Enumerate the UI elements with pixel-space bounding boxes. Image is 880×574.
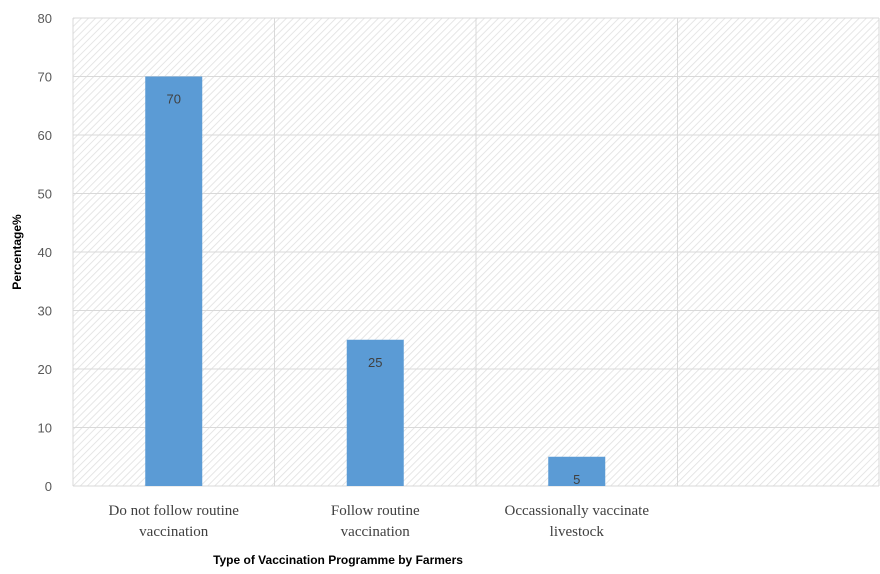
- y-tick-label: 40: [38, 245, 52, 260]
- y-axis-ticks: 0 10 20 30 40 50 60 70 80: [38, 11, 52, 494]
- x-axis-categories: Do not follow routine vaccination Follow r…: [109, 503, 650, 540]
- y-tick-label: 60: [38, 128, 52, 143]
- x-category-label: livestock: [550, 524, 605, 540]
- data-label: 70: [167, 92, 181, 107]
- bars: [145, 76, 606, 486]
- y-tick-label: 50: [38, 187, 52, 202]
- x-category-label: vaccination: [341, 524, 411, 540]
- x-axis-title: Type of Vaccination Programme by Farmers: [213, 553, 463, 567]
- y-tick-label: 70: [38, 70, 52, 85]
- y-tick-label: 20: [38, 362, 52, 377]
- y-tick-label: 30: [38, 304, 52, 319]
- y-tick-label: 80: [38, 11, 52, 26]
- gridlines: [72, 17, 880, 487]
- bar: [346, 339, 404, 486]
- x-category-label: Follow routine: [331, 503, 420, 519]
- y-tick-label: 10: [38, 421, 52, 436]
- x-category-label: Do not follow routine: [109, 503, 240, 519]
- data-labels: 70 25 5: [167, 92, 581, 487]
- y-axis-title: Percentage%: [10, 214, 24, 290]
- data-label: 25: [368, 355, 382, 370]
- x-category-label: vaccination: [139, 524, 209, 540]
- x-category-label: Occassionally vaccinate: [504, 503, 649, 519]
- data-label: 5: [573, 472, 580, 487]
- bar: [548, 456, 606, 486]
- y-tick-label: 0: [45, 479, 52, 494]
- bar: [145, 76, 203, 486]
